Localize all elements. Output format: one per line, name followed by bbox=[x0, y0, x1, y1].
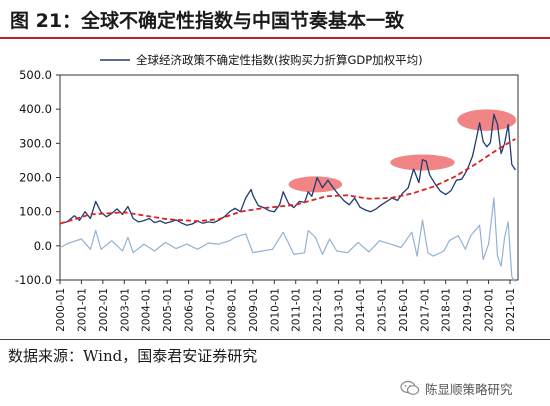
wechat-icon bbox=[400, 380, 420, 395]
y-tick-label: 100.0 bbox=[19, 205, 52, 219]
x-tick-label: 2001-01 bbox=[76, 288, 88, 332]
x-tick-label: 2014-01 bbox=[355, 288, 367, 332]
highlight-ellipse bbox=[457, 109, 517, 131]
watermark: 陈显顺策略研究 bbox=[400, 376, 513, 400]
x-tick-label: 2013-01 bbox=[334, 288, 346, 332]
x-tick-label: 2005-01 bbox=[162, 288, 174, 332]
x-tick-label: 2021-01 bbox=[505, 288, 517, 332]
y-tick-label: 400.0 bbox=[19, 102, 52, 116]
source-note: 数据来源：Wind，国泰君安证券研究 bbox=[8, 347, 258, 365]
x-tick-label: 2009-01 bbox=[248, 288, 260, 332]
series-line-solid-light bbox=[59, 197, 516, 283]
header-rule bbox=[0, 37, 550, 39]
y-tick-label: -100.0 bbox=[15, 273, 52, 287]
chart-plot: 500.0 400.0 300.0 200.0 100.0 0.0 -100.02000-0… bbox=[15, 53, 519, 332]
x-tick-label: 2018-01 bbox=[441, 288, 453, 332]
x-tick-label: 2004-01 bbox=[141, 288, 153, 332]
x-tick-label: 2017-01 bbox=[419, 288, 431, 332]
footer-rule bbox=[0, 339, 550, 340]
figure-header: 图 21：全球不确定性指数与中国节奏基本一致 bbox=[0, 0, 550, 39]
y-tick-label: 500.0 bbox=[19, 68, 52, 82]
y-tick-label: 300.0 bbox=[19, 136, 52, 150]
x-tick-label: 2019-01 bbox=[462, 288, 474, 332]
figure-title: 图 21：全球不确定性指数与中国节奏基本一致 bbox=[10, 10, 405, 32]
x-tick-label: 2006-01 bbox=[184, 288, 196, 332]
plot-frame bbox=[59, 74, 519, 281]
x-tick-label: 2002-01 bbox=[98, 288, 110, 332]
y-tick-label: 0.0 bbox=[34, 239, 52, 253]
x-tick-label: 2016-01 bbox=[398, 288, 410, 332]
watermark-text: 陈显顺策略研究 bbox=[425, 381, 513, 397]
x-tick-label: 2000-01 bbox=[55, 288, 67, 332]
x-tick-label: 2020-01 bbox=[484, 288, 496, 332]
series-line-dashed bbox=[59, 138, 516, 225]
x-tick-label: 2008-01 bbox=[226, 288, 238, 332]
x-tick-label: 2015-01 bbox=[376, 288, 388, 332]
x-tick-label: 2012-01 bbox=[312, 288, 324, 332]
x-tick-label: 2010-01 bbox=[269, 288, 281, 332]
legend-label: 全球经济政策不确定性指数(按购买力折算GDP加权平均) bbox=[136, 53, 423, 67]
series-line-solid bbox=[59, 113, 516, 226]
x-tick-label: 2007-01 bbox=[205, 288, 217, 332]
y-tick-label: 200.0 bbox=[19, 171, 52, 185]
x-tick-label: 2003-01 bbox=[119, 288, 131, 332]
x-tick-label: 2011-01 bbox=[291, 288, 303, 332]
